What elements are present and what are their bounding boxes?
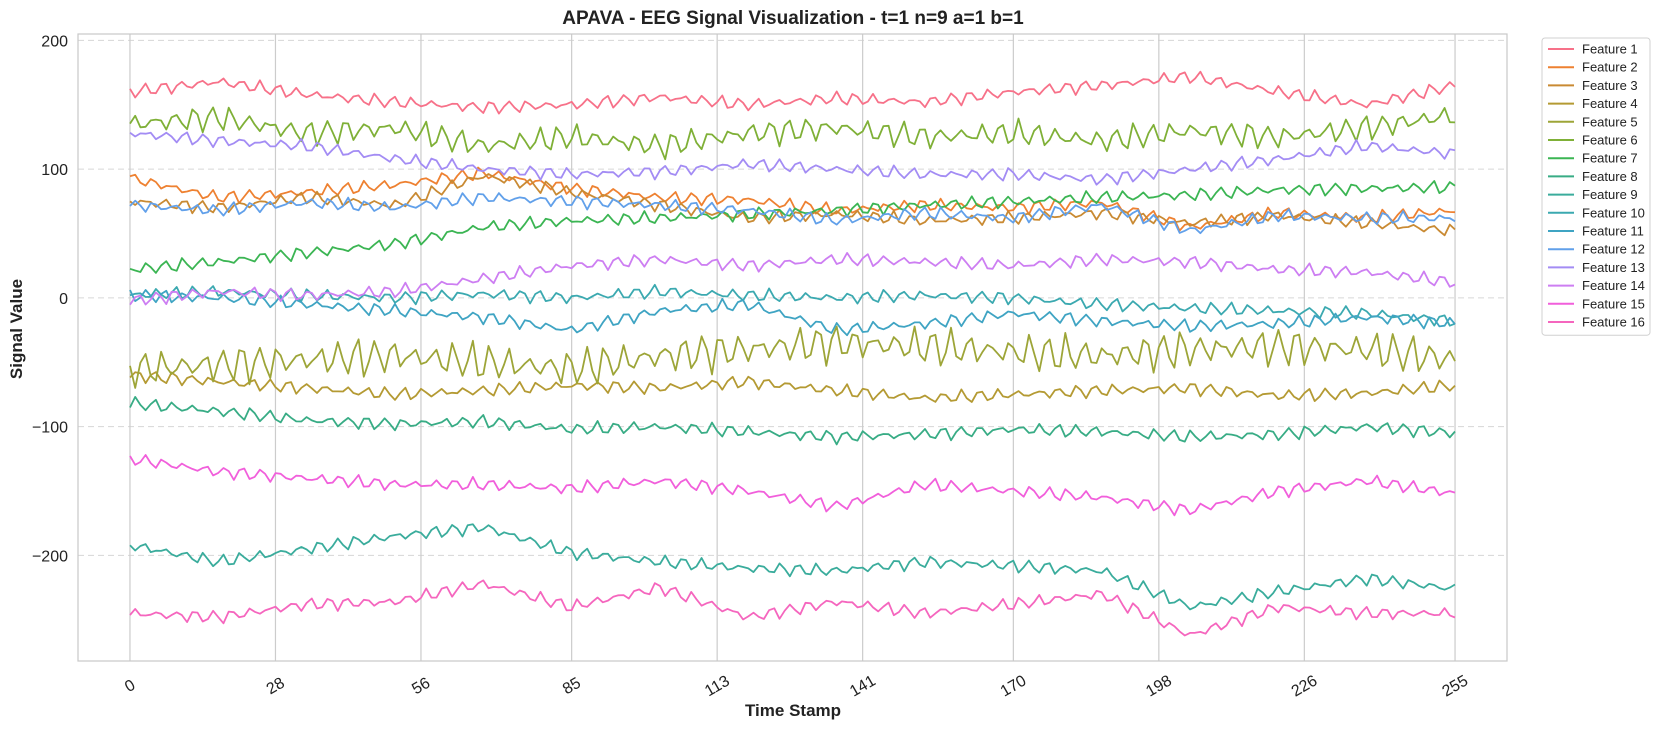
x-tick-label: 85: [560, 675, 584, 699]
y-tick-label: 200: [41, 33, 68, 50]
x-tick-label: 255: [1439, 672, 1471, 700]
y-axis-label: Signal Value: [7, 279, 26, 379]
legend-box: [1541, 37, 1651, 336]
y-tick-label: −100: [32, 420, 68, 437]
legend-label: Feature 10: [1582, 205, 1645, 220]
x-tick-label: 0: [122, 677, 138, 696]
legend-label: Feature 8: [1582, 169, 1638, 184]
chart-title: APAVA - EEG Signal Visualization - t=1 n…: [562, 8, 1024, 29]
legend-label: Feature 12: [1582, 242, 1645, 257]
x-tick-label: 56: [409, 675, 433, 699]
legend-label: Feature 3: [1582, 78, 1638, 93]
legend-label: Feature 4: [1582, 96, 1638, 111]
series-line-feature-4: [129, 371, 1456, 403]
series-line-feature-13: [129, 131, 1456, 186]
legend-label: Feature 6: [1582, 133, 1638, 148]
x-axis-label: Time Stamp: [745, 701, 841, 720]
series-line-feature-12: [129, 192, 1456, 235]
legend-label: Feature 7: [1582, 151, 1638, 166]
series-line-feature-5: [129, 325, 1456, 389]
series-line-feature-7: [129, 180, 1456, 274]
legend-label: Feature 16: [1582, 315, 1645, 330]
x-tick-label: 113: [702, 673, 733, 701]
series-line-feature-14: [129, 252, 1456, 306]
x-tick-label: 170: [998, 672, 1030, 700]
x-tick-label: 141: [847, 672, 879, 700]
legend-label: Feature 1: [1582, 42, 1638, 57]
y-tick-label: −200: [32, 548, 68, 565]
series-line-feature-1: [129, 70, 1456, 115]
y-tick-label: 100: [41, 162, 68, 179]
legend-label: Feature 9: [1582, 187, 1638, 202]
x-tick-label: 28: [264, 675, 288, 699]
legend-label: Feature 13: [1582, 260, 1645, 275]
series-line-feature-6: [129, 106, 1456, 161]
legend-label: Feature 15: [1582, 296, 1645, 311]
series-line-feature-15: [129, 454, 1456, 517]
plot-area-frame: [77, 33, 1508, 662]
x-tick-label: 198: [1143, 672, 1175, 700]
series-line-feature-10: [129, 283, 1456, 327]
x-tick-label: 226: [1289, 672, 1321, 700]
legend-label: Feature 11: [1582, 224, 1644, 239]
legend-label: Feature 5: [1582, 114, 1638, 129]
legend-label: Feature 14: [1582, 278, 1645, 293]
series-line-feature-8: [129, 396, 1456, 446]
series-line-feature-11: [129, 289, 1456, 337]
series-line-feature-9: [129, 523, 1456, 611]
series-line-feature-16: [129, 579, 1456, 637]
legend-label: Feature 2: [1582, 60, 1638, 75]
y-tick-label: 0: [59, 291, 68, 308]
